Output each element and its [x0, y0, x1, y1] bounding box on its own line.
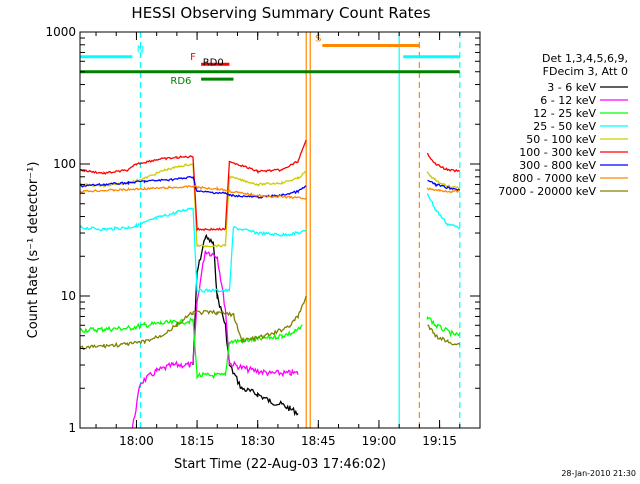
chart-title: HESSI Observing Summary Count Rates: [131, 4, 430, 22]
legend-label-3: 12 - 25 keV: [533, 107, 596, 120]
series-line-7: [80, 175, 461, 199]
y-tick-label-4: 1000: [45, 25, 76, 39]
legend-label-7: 300 - 800 keV: [519, 159, 596, 172]
x-tick-label-3: 18:30: [240, 434, 275, 448]
series-line-8: [80, 184, 461, 200]
legend-header-2: FDecim 3, Att 0: [543, 65, 628, 78]
series-line-9: [80, 295, 461, 351]
flag-label-f: F: [190, 52, 196, 63]
y-tick-label-2: 10: [61, 289, 76, 303]
x-tick-label-4: 18:45: [301, 434, 336, 448]
plot-inner: [80, 32, 461, 428]
x-axis-label: Start Time (22-Aug-03 17:46:02): [174, 457, 386, 472]
x-tick-label-1: 18:00: [119, 434, 154, 448]
flag-label-n: N: [137, 45, 144, 56]
timestamp-footer: 28-Jan-2010 21:30: [561, 469, 636, 478]
legend-label-1: 3 - 6 keV: [547, 81, 596, 94]
plot-area: NSFRD0RD6: [80, 32, 461, 428]
flag-label-rd0: RD0: [203, 57, 224, 68]
plot-frame: [79, 31, 481, 429]
series-line-1: [192, 233, 299, 417]
y-tick-label-1: 1: [68, 421, 76, 435]
legend-header-1: Det 1,3,4,5,6,9,: [542, 52, 628, 65]
flag-label-rd6: RD6: [170, 76, 191, 87]
legend-label-6: 100 - 300 keV: [519, 146, 596, 159]
legend-label-4: 25 - 50 keV: [533, 120, 596, 133]
series-line-4: [80, 193, 460, 293]
y-axis-label-text: Count Rate (s⁻¹ detector⁻¹): [26, 162, 41, 339]
x-tick-label-2: 18:15: [180, 434, 215, 448]
x-tick-label-5: 19:00: [362, 434, 397, 448]
legend-label-8: 800 - 7000 keV: [512, 172, 596, 185]
legend: Det 1,3,4,5,6,9,FDecim 3, Att 0 3 - 6 keV…: [498, 52, 628, 198]
legend-label-2: 6 - 12 keV: [540, 94, 596, 107]
y-axis-label: Count Rate (s⁻¹ detector⁻¹): [26, 162, 41, 339]
series-line-3: [80, 316, 461, 380]
series-line-2: [131, 250, 299, 428]
x-tick-label-6: 19:15: [422, 434, 457, 448]
legend-label-9: 7000 - 20000 keV: [498, 185, 596, 198]
legend-label-5: 50 - 100 keV: [526, 133, 596, 146]
axes: 18:00 18:15 18:30 18:45 19:00 19:15 1 10 100 1000: [45, 25, 481, 448]
y-tick-label-3: 100: [53, 157, 76, 171]
series-line-6: [80, 139, 461, 232]
